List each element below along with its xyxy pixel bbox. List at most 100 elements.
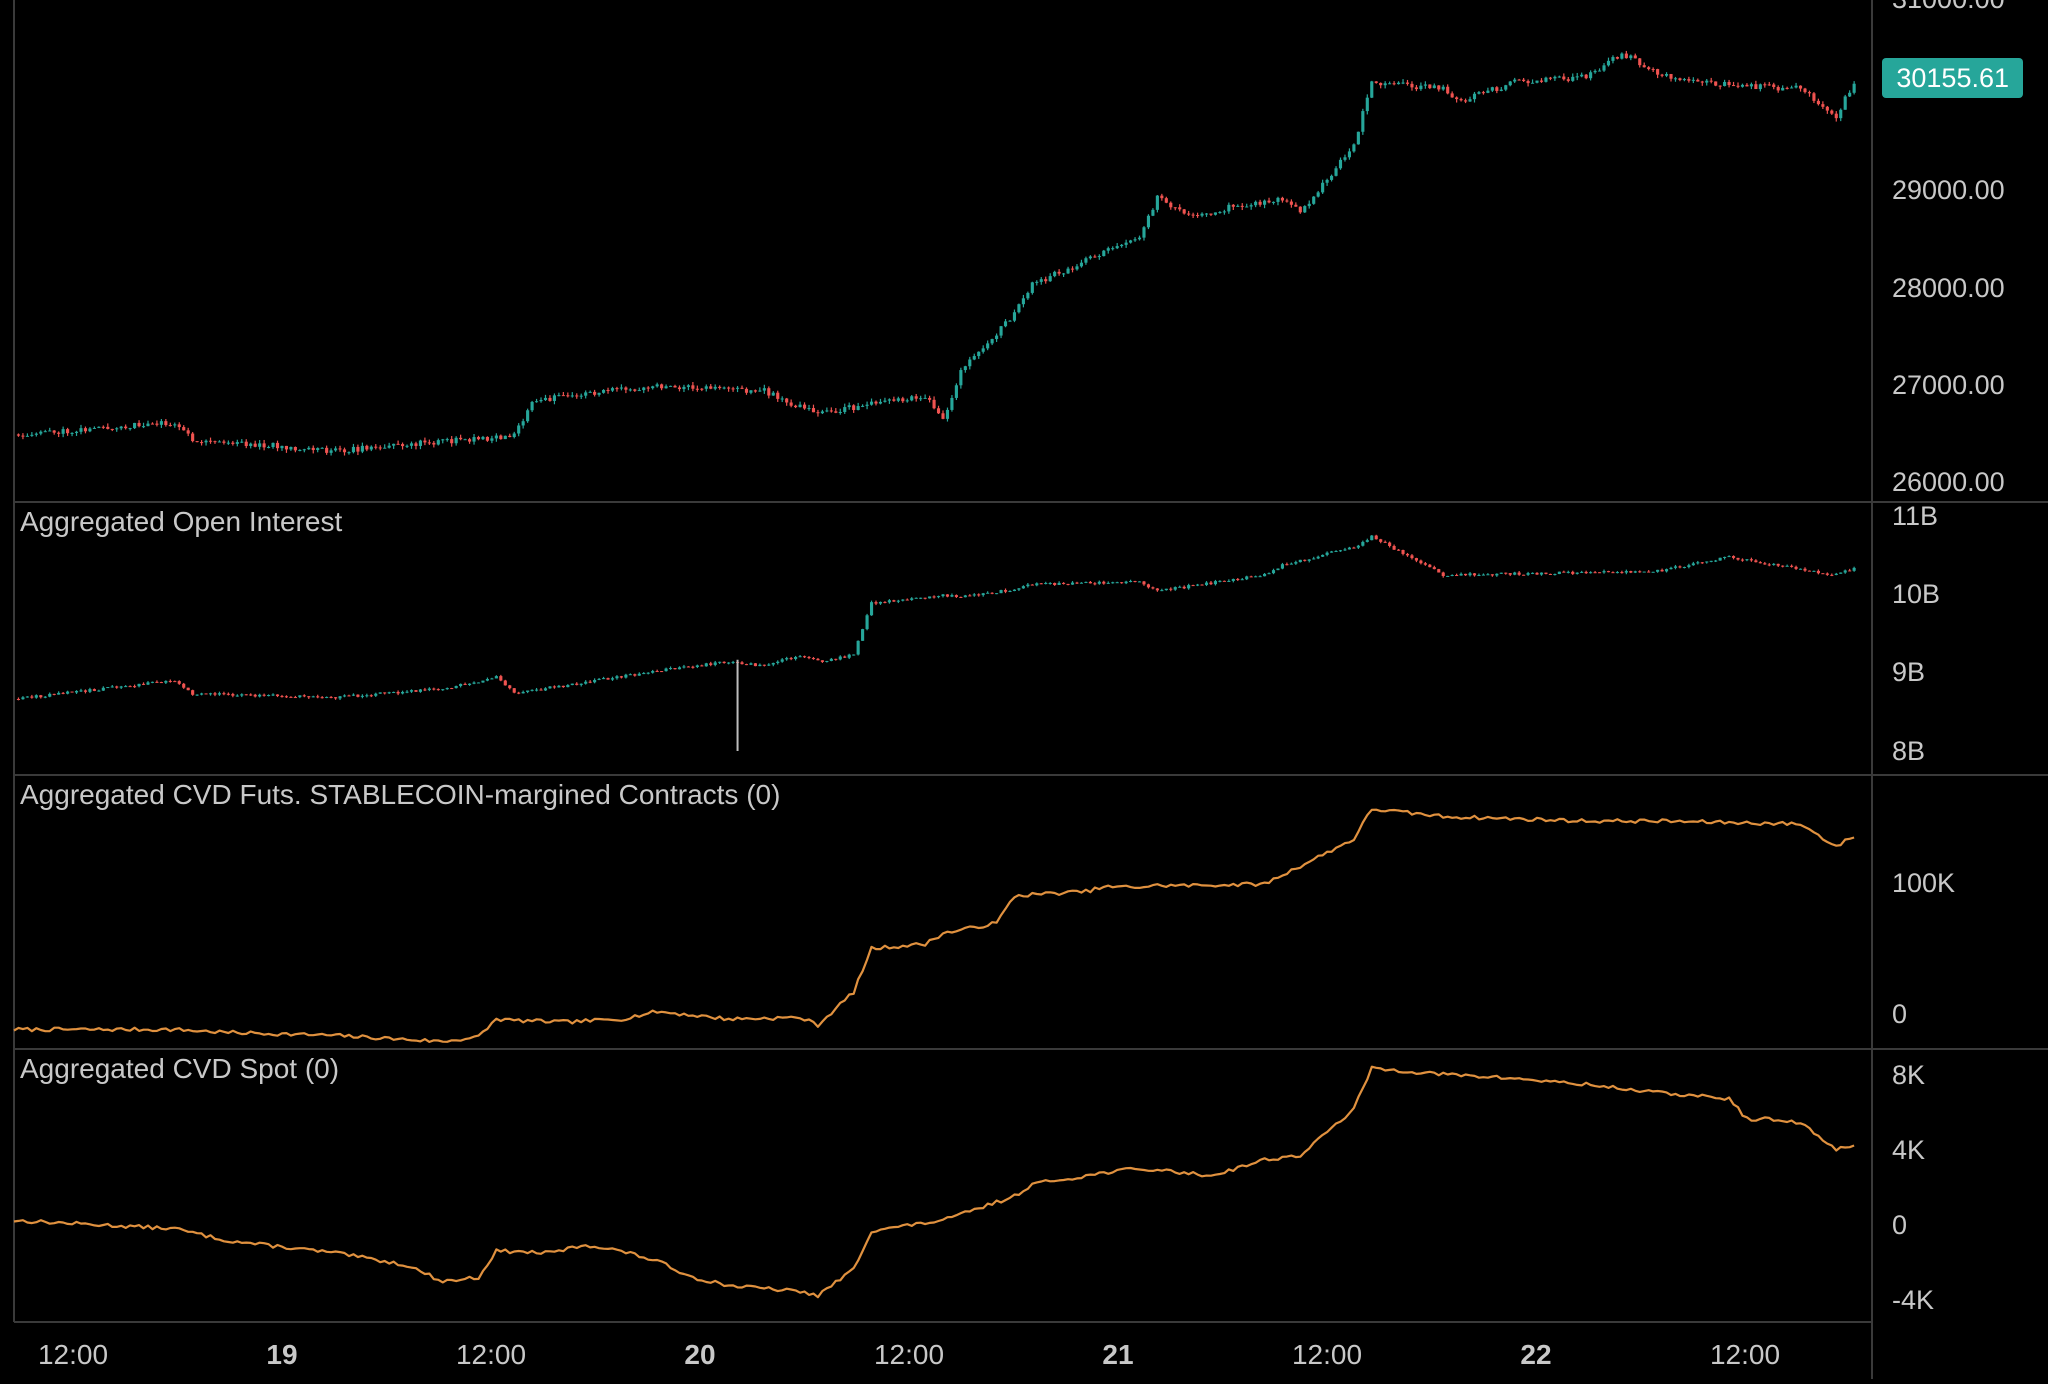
candle-body: [320, 447, 324, 449]
candle-body: [83, 690, 88, 692]
candle-body: [1700, 81, 1704, 83]
candle-body: [334, 448, 338, 451]
candle-body: [1450, 93, 1454, 98]
candle-body: [1727, 556, 1731, 558]
candle-body: [1428, 564, 1432, 568]
candle-body: [1026, 292, 1030, 299]
candle-body: [1075, 582, 1079, 584]
candle-body: [887, 600, 891, 603]
candle-body: [61, 692, 65, 694]
candle-body: [70, 691, 74, 693]
candle-body: [570, 683, 574, 686]
candle-body: [208, 693, 213, 695]
candle-body: [735, 387, 740, 389]
candle-body: [883, 601, 887, 603]
candle-body: [1231, 204, 1235, 207]
candle-body: [753, 663, 757, 667]
candle-body: [593, 679, 597, 683]
candle-body: [1231, 579, 1235, 581]
candle-body: [1790, 565, 1794, 567]
candle-body: [499, 435, 503, 440]
candle-body: [508, 435, 512, 438]
candle-body: [1330, 551, 1334, 553]
candle-body: [1218, 212, 1222, 214]
candle-body: [1365, 540, 1369, 542]
candle-body: [932, 399, 936, 409]
candle-body: [780, 398, 784, 400]
candle-body: [177, 424, 181, 428]
candle-body: [401, 691, 405, 694]
candle-body: [1575, 572, 1579, 574]
candle-body: [119, 426, 123, 429]
candle-body: [1696, 562, 1700, 564]
x-tick-label: 12:00: [1710, 1339, 1780, 1370]
candle-body: [1392, 83, 1396, 85]
candle-body: [1816, 570, 1820, 574]
candle-body: [932, 596, 936, 598]
candle-body: [811, 408, 816, 413]
candle-body: [628, 674, 632, 676]
candle-body: [289, 447, 293, 450]
candle-body: [1254, 576, 1258, 578]
candle-body: [811, 658, 816, 660]
candle-body: [834, 658, 838, 660]
candle-body: [950, 595, 954, 597]
candle-body: [995, 335, 999, 340]
candle-body: [1325, 179, 1329, 183]
candle-body: [1169, 202, 1173, 208]
candle-body: [1222, 580, 1226, 582]
candle-body: [575, 683, 579, 685]
candle-body: [601, 389, 606, 393]
candle-body: [1745, 84, 1749, 87]
candle-body: [1798, 85, 1803, 89]
candle-body: [767, 388, 771, 396]
candle-body: [1003, 321, 1008, 327]
y-tick-label: 0: [1892, 1210, 1907, 1240]
candle-body: [1803, 568, 1807, 571]
candle-body: [1356, 131, 1360, 145]
candle-body: [258, 443, 262, 447]
candle-body: [378, 692, 382, 694]
candle-body: [378, 447, 382, 449]
candle-body: [1397, 549, 1401, 551]
candle-body: [472, 437, 476, 442]
candle-body: [459, 683, 463, 687]
candle-body: [1088, 581, 1092, 584]
candle-body: [1852, 567, 1856, 571]
candle-body: [584, 392, 588, 396]
candle-body: [1240, 205, 1244, 207]
candle-body: [1164, 588, 1168, 591]
candle-body: [727, 387, 731, 389]
candle-body: [619, 387, 623, 389]
candle-body: [1267, 200, 1271, 203]
candle-body: [543, 688, 548, 691]
candle-body: [414, 690, 418, 692]
candle-body: [1530, 572, 1535, 574]
candle-body: [182, 683, 186, 688]
candle-body: [713, 386, 717, 389]
candle-body: [1111, 248, 1115, 250]
candle-body: [1053, 271, 1057, 277]
candle-body: [396, 691, 400, 694]
candle-body: [1039, 583, 1043, 585]
candle-body: [1562, 571, 1566, 573]
candle-body: [1017, 304, 1021, 313]
candle-body: [490, 438, 494, 441]
candle-body: [1754, 84, 1758, 90]
candle-body: [1276, 197, 1280, 202]
candle-body: [1589, 72, 1593, 79]
candle-body: [66, 429, 70, 434]
candle-body: [642, 673, 646, 675]
y-tick-label: 8K: [1892, 1060, 1925, 1090]
candle-body: [191, 433, 195, 442]
candle-body: [1843, 570, 1847, 573]
candle-body: [526, 410, 530, 422]
candle-body: [1066, 583, 1070, 585]
candle-body: [262, 443, 266, 448]
candle-body: [454, 686, 458, 689]
candle-body: [749, 390, 753, 393]
candle-body: [633, 389, 637, 391]
candle-body: [124, 426, 128, 429]
candle-body: [1249, 576, 1253, 578]
candle-body: [807, 656, 811, 659]
